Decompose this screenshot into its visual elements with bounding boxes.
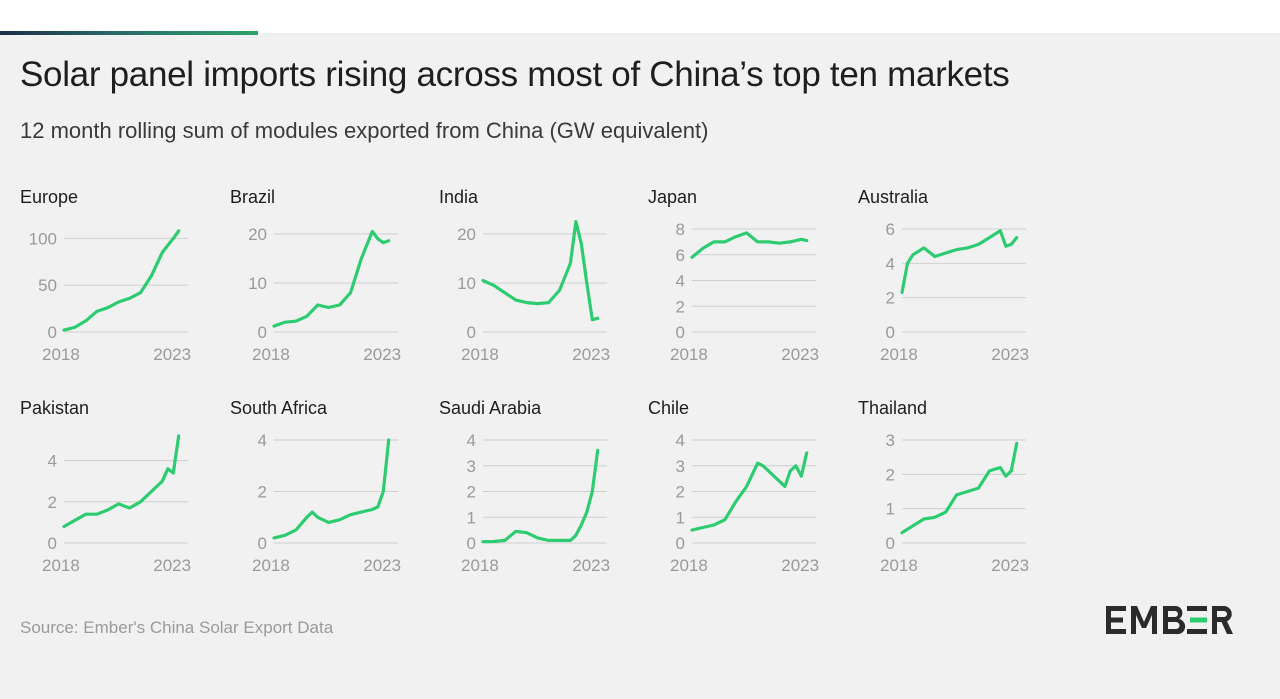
panel-title-chile: Chile — [648, 398, 689, 418]
series-line-saudi-arabia — [481, 448, 600, 544]
ember-logo-e-accent — [1187, 606, 1207, 634]
y-tick-label-chile: 0 — [676, 534, 685, 553]
y-tick-label-thailand: 3 — [886, 431, 895, 450]
y-tick-label-south-africa: 2 — [258, 483, 267, 502]
y-tick-label-thailand: 0 — [886, 534, 895, 553]
x-tick-label-pakistan: 2023 — [153, 556, 191, 575]
series-line-pakistan — [62, 434, 181, 529]
x-tick-label-saudi-arabia: 2023 — [572, 556, 610, 575]
x-tick-label-chile: 2018 — [670, 556, 708, 575]
x-tick-label-australia: 2023 — [991, 345, 1029, 364]
series-line-india — [481, 220, 600, 322]
series-line-south-africa — [272, 438, 391, 540]
y-tick-label-australia: 6 — [886, 220, 895, 239]
y-tick-label-brazil: 20 — [248, 225, 267, 244]
y-tick-label-pakistan: 4 — [48, 452, 57, 471]
x-tick-label-europe: 2023 — [153, 345, 191, 364]
panel-india: India 0 10 20 2018 2023 — [439, 187, 610, 364]
panel-chile: Chile 0 1 2 3 4 2018 2023 — [648, 398, 819, 575]
y-tick-label-saudi-arabia: 4 — [467, 431, 476, 450]
page-subtitle: 12 month rolling sum of modules exported… — [20, 118, 709, 143]
x-tick-label-japan: 2018 — [670, 345, 708, 364]
panel-japan: Japan 0 2 4 6 8 2018 2023 — [648, 187, 819, 364]
y-tick-label-thailand: 2 — [886, 465, 895, 484]
x-tick-label-saudi-arabia: 2018 — [461, 556, 499, 575]
panel-title-south-africa: South Africa — [230, 398, 328, 418]
x-tick-label-brazil: 2023 — [363, 345, 401, 364]
panel-title-australia: Australia — [858, 187, 929, 207]
panel-title-pakistan: Pakistan — [20, 398, 89, 418]
y-tick-label-brazil: 0 — [258, 323, 267, 342]
y-tick-label-thailand: 1 — [886, 500, 895, 519]
y-tick-label-chile: 4 — [676, 431, 685, 450]
accent-bar — [0, 31, 258, 35]
x-tick-label-thailand: 2023 — [991, 556, 1029, 575]
y-tick-label-australia: 0 — [886, 323, 895, 342]
y-tick-label-pakistan: 2 — [48, 493, 57, 512]
panel-thailand: Thailand 0 1 2 3 2018 2023 — [858, 398, 1029, 575]
y-tick-label-saudi-arabia: 2 — [467, 483, 476, 502]
y-tick-label-europe: 50 — [38, 276, 57, 295]
chart-card — [0, 33, 1280, 699]
panel-title-saudi-arabia: Saudi Arabia — [439, 398, 542, 418]
panel-title-thailand: Thailand — [858, 398, 927, 418]
panel-europe: Europe 0 50 100 2018 2023 — [20, 187, 191, 364]
y-tick-label-brazil: 10 — [248, 274, 267, 293]
panel-saudi-arabia: Saudi Arabia 0 1 2 3 4 2018 2023 — [439, 398, 610, 575]
y-tick-label-chile: 1 — [676, 508, 685, 527]
x-tick-label-europe: 2018 — [42, 345, 80, 364]
x-tick-label-pakistan: 2018 — [42, 556, 80, 575]
source-note: Source: Ember's China Solar Export Data — [20, 618, 334, 637]
y-tick-label-saudi-arabia: 1 — [467, 508, 476, 527]
x-tick-label-brazil: 2018 — [252, 345, 290, 364]
y-tick-label-india: 20 — [457, 225, 476, 244]
y-tick-label-india: 10 — [457, 274, 476, 293]
y-tick-label-europe: 100 — [29, 229, 57, 248]
ember-logo-letters — [1106, 606, 1233, 635]
x-tick-label-japan: 2023 — [781, 345, 819, 364]
y-tick-label-chile: 2 — [676, 483, 685, 502]
x-tick-label-south-africa: 2023 — [363, 556, 401, 575]
y-tick-label-australia: 4 — [886, 254, 895, 273]
panel-south-africa: South Africa 0 2 4 2018 2023 — [230, 398, 401, 575]
x-tick-label-australia: 2018 — [880, 345, 918, 364]
series-line-chile — [690, 451, 809, 532]
panel-title-india: India — [439, 187, 479, 207]
page-title: Solar panel imports rising across most o… — [20, 55, 1010, 94]
series-line-australia — [900, 229, 1019, 295]
x-tick-label-south-africa: 2018 — [252, 556, 290, 575]
series-line-europe — [62, 229, 181, 332]
panel-australia: Australia 0 2 4 6 2018 2023 — [858, 187, 1029, 364]
y-tick-label-pakistan: 0 — [48, 534, 57, 553]
y-tick-label-saudi-arabia: 0 — [467, 534, 476, 553]
y-tick-label-japan: 8 — [676, 220, 685, 239]
y-tick-label-south-africa: 4 — [258, 431, 267, 450]
series-line-thailand — [900, 441, 1019, 535]
y-tick-label-japan: 6 — [676, 246, 685, 265]
y-tick-label-japan: 4 — [676, 272, 685, 291]
x-tick-label-india: 2018 — [461, 345, 499, 364]
panel-title-brazil: Brazil — [230, 187, 275, 207]
x-tick-label-india: 2023 — [572, 345, 610, 364]
x-tick-label-thailand: 2018 — [880, 556, 918, 575]
panel-title-europe: Europe — [20, 187, 78, 207]
y-tick-label-europe: 0 — [48, 323, 57, 342]
panel-title-japan: Japan — [648, 187, 697, 207]
y-tick-label-australia: 2 — [886, 289, 895, 308]
series-line-brazil — [272, 229, 391, 328]
y-tick-label-japan: 0 — [676, 323, 685, 342]
y-tick-label-south-africa: 0 — [258, 534, 267, 553]
y-tick-label-chile: 3 — [676, 457, 685, 476]
panel-pakistan: Pakistan 0 2 4 2018 2023 — [20, 398, 191, 575]
y-tick-label-india: 0 — [467, 323, 476, 342]
y-tick-label-japan: 2 — [676, 297, 685, 316]
series-line-japan — [690, 231, 809, 259]
panel-brazil: Brazil 0 10 20 2018 2023 — [230, 187, 401, 364]
x-tick-label-chile: 2023 — [781, 556, 819, 575]
ember-logo — [1106, 606, 1233, 635]
y-tick-label-saudi-arabia: 3 — [467, 457, 476, 476]
